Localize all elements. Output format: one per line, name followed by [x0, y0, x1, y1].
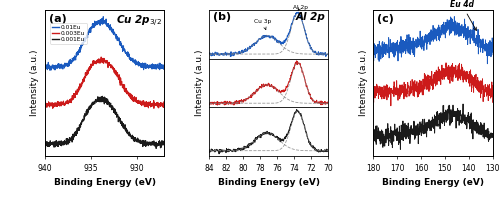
0.01Eu [100, 15, 106, 18]
X-axis label: Binding Energy (eV): Binding Energy (eV) [54, 178, 156, 187]
Text: (a): (a) [48, 14, 66, 24]
Text: Cu 3p: Cu 3p [254, 19, 272, 30]
0.001Eu [42, 148, 48, 151]
Legend: 0.01Eu, 0.003Eu, 0.001Eu: 0.01Eu, 0.003Eu, 0.001Eu [50, 23, 87, 44]
0.003Eu [161, 100, 167, 103]
0.01Eu [112, 32, 117, 35]
0.001Eu [112, 108, 117, 110]
0.01Eu [118, 45, 124, 47]
0.001Eu [42, 143, 48, 145]
Line: 0.001Eu: 0.001Eu [45, 96, 164, 149]
0.003Eu [42, 105, 48, 108]
0.001Eu [132, 137, 138, 139]
Y-axis label: Intensity (a.u.): Intensity (a.u.) [30, 50, 40, 116]
0.01Eu [132, 64, 138, 66]
0.001Eu [50, 143, 56, 146]
Text: (c): (c) [377, 14, 394, 24]
Text: Al 2p: Al 2p [292, 5, 308, 10]
0.003Eu [50, 103, 56, 106]
0.01Eu [50, 66, 56, 68]
0.01Eu [114, 37, 120, 40]
0.003Eu [132, 99, 138, 102]
0.001Eu [145, 143, 151, 145]
Y-axis label: Intensity (a.u.): Intensity (a.u.) [194, 50, 203, 116]
0.003Eu [112, 67, 117, 70]
Text: Eu 4d: Eu 4d [450, 0, 476, 30]
Y-axis label: Intensity (a.u.): Intensity (a.u.) [359, 50, 368, 116]
Line: 0.01Eu: 0.01Eu [45, 17, 164, 70]
0.003Eu [98, 56, 104, 58]
0.001Eu [100, 95, 105, 97]
Text: (b): (b) [213, 12, 231, 22]
0.003Eu [145, 104, 151, 107]
Text: Al 2p: Al 2p [296, 12, 326, 22]
0.001Eu [118, 120, 124, 122]
0.01Eu [161, 65, 167, 67]
0.003Eu [50, 107, 56, 110]
0.01Eu [42, 66, 48, 68]
0.001Eu [114, 114, 120, 116]
X-axis label: Binding Energy (eV): Binding Energy (eV) [218, 178, 320, 187]
0.01Eu [145, 65, 151, 67]
Text: Cu 2p$_{3/2}$: Cu 2p$_{3/2}$ [116, 14, 162, 29]
0.003Eu [118, 81, 124, 84]
X-axis label: Binding Energy (eV): Binding Energy (eV) [382, 178, 484, 187]
0.003Eu [114, 71, 120, 74]
Line: 0.003Eu: 0.003Eu [45, 57, 164, 108]
0.01Eu [47, 69, 53, 71]
0.001Eu [161, 142, 167, 144]
